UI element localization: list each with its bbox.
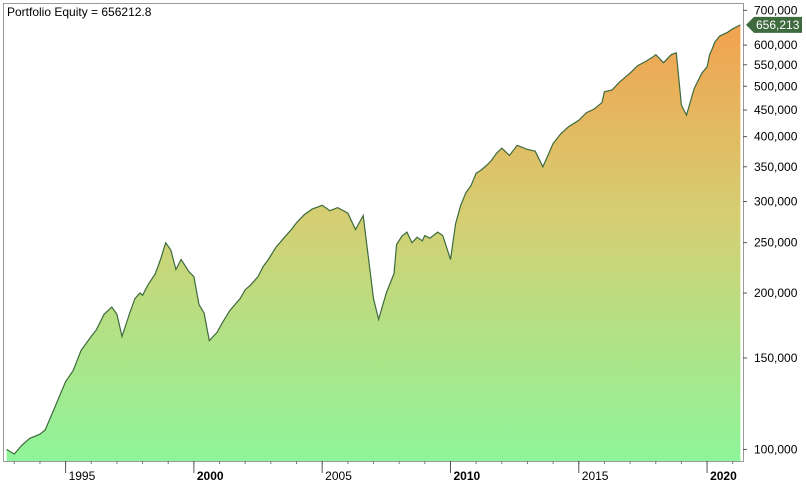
series-area xyxy=(6,24,741,461)
x-tick-label: 2020 xyxy=(710,469,737,483)
x-tick-label: 2015 xyxy=(582,469,609,483)
x-axis: 1995 2000 2005 2010 2015 2020 xyxy=(13,461,737,483)
last-value-marker: 656,213 xyxy=(746,16,802,33)
x-tick-label: 1995 xyxy=(69,469,96,483)
y-tick-label: 450,000 xyxy=(754,103,798,117)
y-tick-label: 150,000 xyxy=(754,351,798,365)
y-tick-label: 250,000 xyxy=(754,236,798,250)
y-tick-label: 200,000 xyxy=(754,286,798,300)
y-tick-label: 100,000 xyxy=(754,442,798,456)
y-tick-label: 550,000 xyxy=(754,58,798,72)
last-value-label: 656,213 xyxy=(756,18,800,32)
y-tick-label: 500,000 xyxy=(754,79,798,93)
y-axis: 100,000 150,000 200,000 250,000 300,000 350,0… xyxy=(743,3,798,456)
y-tick-label: 350,000 xyxy=(754,160,798,174)
x-tick-label: 2010 xyxy=(453,469,480,483)
chart-title: Portfolio Equity = 656212.8 xyxy=(7,5,152,19)
last-value-badge xyxy=(746,16,802,33)
y-tick-label: 600,000 xyxy=(754,38,798,52)
series-area-group xyxy=(6,24,741,461)
y-tick-label: 700,000 xyxy=(754,3,798,17)
y-tick-label: 400,000 xyxy=(754,130,798,144)
y-tick-label: 300,000 xyxy=(754,195,798,209)
x-tick-label: 2005 xyxy=(325,469,352,483)
series-line xyxy=(6,24,741,455)
x-tick-label: 2000 xyxy=(197,469,224,483)
